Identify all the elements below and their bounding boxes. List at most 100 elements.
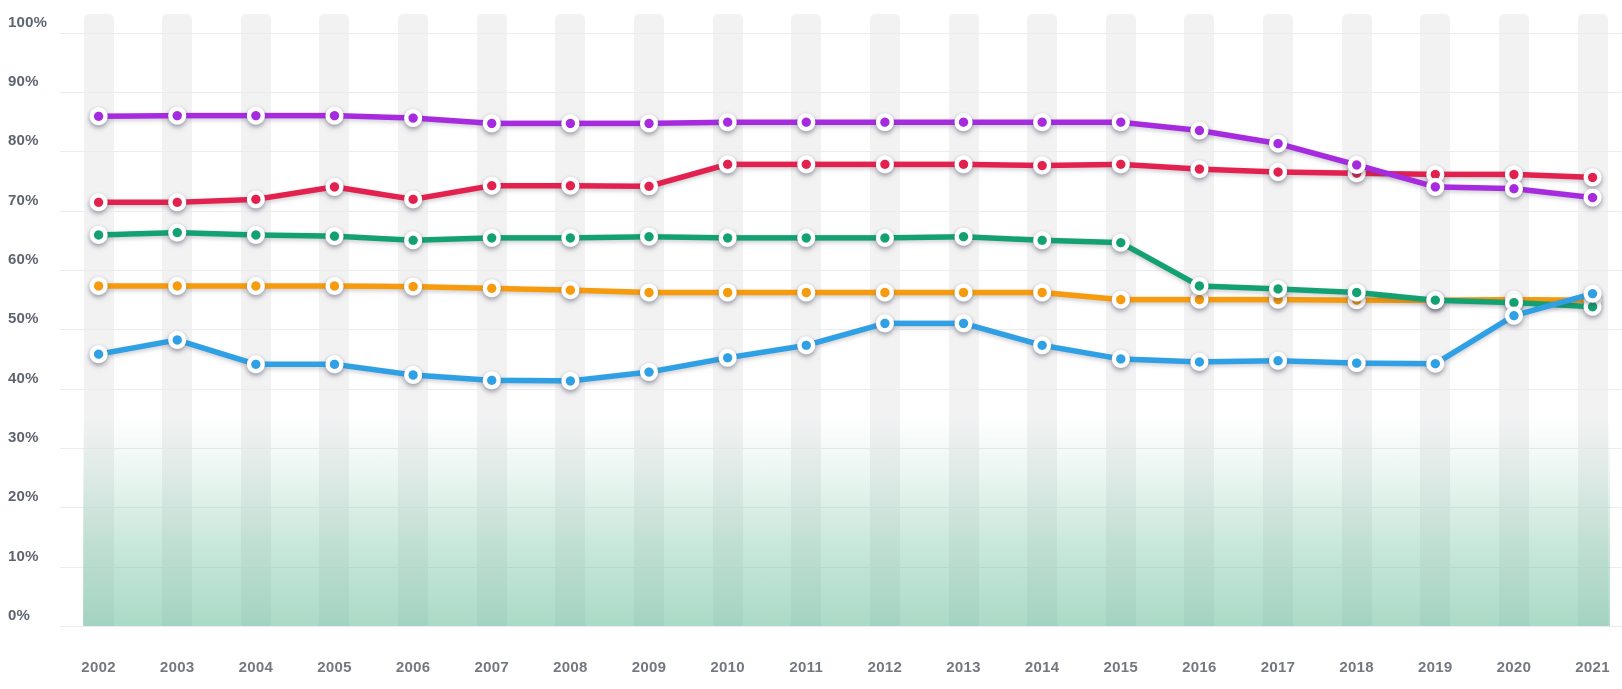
data-point[interactable] <box>1426 165 1445 184</box>
data-point[interactable] <box>1504 293 1523 312</box>
data-point[interactable] <box>954 155 973 174</box>
data-point[interactable] <box>561 228 580 247</box>
data-point[interactable] <box>168 223 187 242</box>
data-point[interactable] <box>797 155 816 174</box>
data-point[interactable] <box>1033 231 1052 250</box>
data-point[interactable] <box>1033 336 1052 355</box>
data-point[interactable] <box>1583 284 1602 303</box>
data-point[interactable] <box>482 176 501 195</box>
data-point[interactable] <box>1190 121 1209 140</box>
data-point[interactable] <box>561 176 580 195</box>
data-point[interactable] <box>1426 177 1445 196</box>
data-point[interactable] <box>640 227 659 246</box>
data-point[interactable] <box>325 276 344 295</box>
data-point-core <box>251 194 261 205</box>
data-point[interactable] <box>1033 113 1052 132</box>
data-point[interactable] <box>1111 113 1130 132</box>
data-point[interactable] <box>954 227 973 246</box>
data-point[interactable] <box>561 281 580 300</box>
data-point[interactable] <box>1111 290 1130 309</box>
data-point[interactable] <box>718 283 737 302</box>
data-point[interactable] <box>325 106 344 125</box>
data-point[interactable] <box>718 348 737 367</box>
data-point[interactable] <box>875 113 894 132</box>
data-point[interactable] <box>954 314 973 333</box>
data-point[interactable] <box>1504 165 1523 184</box>
data-point[interactable] <box>1504 306 1523 325</box>
data-point[interactable] <box>1269 163 1288 182</box>
data-point[interactable] <box>1347 283 1366 302</box>
x-axis-label: 2013 <box>946 659 981 676</box>
data-point[interactable] <box>1269 134 1288 153</box>
data-point[interactable] <box>404 277 423 296</box>
data-point[interactable] <box>875 283 894 302</box>
data-point[interactable] <box>482 371 501 390</box>
data-point[interactable] <box>718 228 737 247</box>
data-point[interactable] <box>1111 233 1130 252</box>
data-point[interactable] <box>875 155 894 174</box>
data-point-core <box>722 353 733 363</box>
data-point[interactable] <box>168 276 187 295</box>
data-point[interactable] <box>1111 349 1130 368</box>
data-point[interactable] <box>168 106 187 125</box>
data-point[interactable] <box>89 225 108 244</box>
data-point[interactable] <box>482 279 501 298</box>
data-point[interactable] <box>640 177 659 196</box>
data-point[interactable] <box>1269 279 1288 298</box>
data-point[interactable] <box>1583 188 1602 207</box>
data-point[interactable] <box>168 193 187 212</box>
data-point[interactable] <box>246 190 265 209</box>
data-point[interactable] <box>561 114 580 133</box>
data-point[interactable] <box>1190 352 1209 371</box>
data-point[interactable] <box>1033 156 1052 175</box>
y-axis-label: 50% <box>8 310 39 328</box>
data-point[interactable] <box>640 363 659 382</box>
data-point[interactable] <box>797 228 816 247</box>
data-point[interactable] <box>89 193 108 212</box>
data-point[interactable] <box>482 114 501 133</box>
data-point[interactable] <box>875 314 894 333</box>
data-point[interactable] <box>1190 276 1209 295</box>
data-point[interactable] <box>404 231 423 250</box>
data-point[interactable] <box>797 283 816 302</box>
data-point[interactable] <box>89 107 108 126</box>
x-axis-label: 2007 <box>474 659 510 676</box>
data-point[interactable] <box>1347 354 1366 373</box>
data-point[interactable] <box>89 276 108 295</box>
data-point[interactable] <box>325 227 344 246</box>
data-point[interactable] <box>1583 297 1602 316</box>
data-point[interactable] <box>954 113 973 132</box>
data-point[interactable] <box>1347 155 1366 174</box>
data-point[interactable] <box>1033 283 1052 302</box>
data-point[interactable] <box>797 113 816 132</box>
data-point[interactable] <box>1583 168 1602 187</box>
data-point[interactable] <box>246 355 265 374</box>
data-point[interactable] <box>404 109 423 128</box>
data-point[interactable] <box>89 345 108 364</box>
data-point[interactable] <box>246 106 265 125</box>
data-point[interactable] <box>718 155 737 174</box>
data-point[interactable] <box>404 365 423 384</box>
data-point[interactable] <box>640 114 659 133</box>
data-point[interactable] <box>640 283 659 302</box>
data-point[interactable] <box>1504 179 1523 198</box>
data-point[interactable] <box>797 336 816 355</box>
data-point[interactable] <box>718 113 737 132</box>
data-point-core <box>880 159 890 170</box>
data-point[interactable] <box>246 276 265 295</box>
data-point[interactable] <box>168 330 187 349</box>
data-point[interactable] <box>1426 354 1445 373</box>
data-point[interactable] <box>1190 290 1209 309</box>
data-point[interactable] <box>1426 291 1445 310</box>
data-point[interactable] <box>561 371 580 390</box>
data-point[interactable] <box>325 355 344 374</box>
data-point[interactable] <box>1190 160 1209 179</box>
data-point[interactable] <box>1111 155 1130 174</box>
data-point[interactable] <box>1269 351 1288 370</box>
data-point[interactable] <box>875 228 894 247</box>
data-point[interactable] <box>482 228 501 247</box>
data-point[interactable] <box>954 283 973 302</box>
data-point[interactable] <box>325 177 344 196</box>
data-point[interactable] <box>404 190 423 209</box>
data-point[interactable] <box>246 225 265 244</box>
